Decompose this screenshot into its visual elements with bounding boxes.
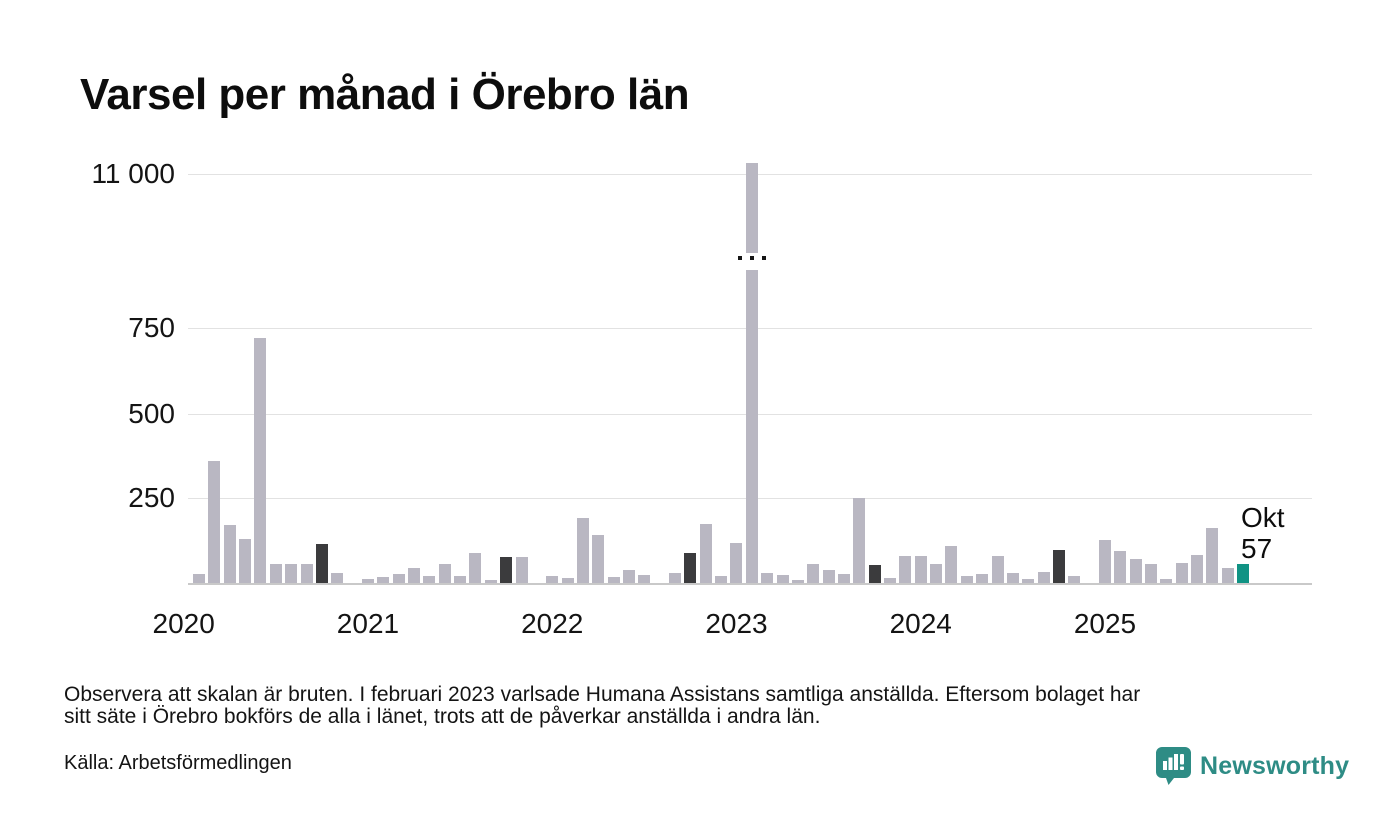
- footnote-line-2: sitt säte i Örebro bokförs de alla i län…: [64, 705, 821, 728]
- bar: [1052, 550, 1065, 583]
- scale-break-dots: [737, 256, 742, 260]
- bar: [945, 546, 958, 583]
- bar-broken-upper: [745, 163, 758, 253]
- x-tick-2021: 2021: [336, 608, 400, 639]
- page-title: Varsel per månad i Örebro län: [80, 70, 690, 119]
- bar: [392, 574, 405, 583]
- x-axis-baseline: [188, 583, 1312, 585]
- bar: [1191, 555, 1204, 583]
- newsworthy-logo: Newsworthy: [1155, 746, 1349, 786]
- bar: [1006, 573, 1019, 583]
- bar: [1160, 579, 1173, 583]
- bar: [776, 575, 789, 583]
- bar: [438, 564, 451, 583]
- bar: [638, 575, 651, 583]
- bar: [730, 543, 743, 583]
- bar: [269, 564, 282, 583]
- bar: [1099, 540, 1111, 583]
- bar: [884, 578, 897, 583]
- source-credit: Källa: Arbetsförmedlingen: [64, 752, 292, 774]
- current-bar-month: Okt: [1241, 502, 1285, 533]
- bar: [930, 564, 943, 583]
- bar: [1175, 563, 1188, 583]
- bar: [1206, 528, 1219, 583]
- bar: [469, 553, 482, 583]
- bar: [607, 577, 620, 583]
- bar: [423, 576, 436, 583]
- bar: [868, 565, 881, 583]
- x-tick-2024: 2024: [889, 608, 952, 639]
- bar: [315, 544, 328, 583]
- bar: [699, 524, 712, 583]
- bar: [561, 578, 574, 583]
- bar: [285, 564, 298, 583]
- bar: [853, 498, 866, 583]
- bar: [1022, 579, 1035, 583]
- y-tick-500: 500: [128, 398, 175, 429]
- bar: [208, 461, 221, 583]
- bar: [1221, 568, 1234, 583]
- bar: [761, 573, 774, 583]
- bar: [991, 556, 1004, 583]
- x-tick-2025: 2025: [1073, 608, 1137, 639]
- bar: [592, 535, 605, 583]
- y-tick-750: 750: [128, 312, 175, 343]
- bar: [300, 564, 313, 583]
- bar: [822, 570, 835, 583]
- bar-broken-lower: [745, 270, 758, 583]
- bar: [239, 539, 252, 583]
- bar: [576, 518, 589, 583]
- x-tick-2020: 2020: [152, 608, 215, 639]
- bar: [669, 573, 682, 583]
- bar: [976, 574, 989, 583]
- bar: [914, 556, 927, 583]
- bar: [899, 556, 912, 583]
- bar: [1068, 576, 1081, 583]
- bar: [1129, 559, 1142, 583]
- bar: [837, 574, 850, 583]
- bar: [361, 579, 374, 583]
- newsworthy-wordmark: Newsworthy: [1200, 751, 1350, 780]
- bar: [1114, 551, 1127, 583]
- bar: [684, 553, 697, 583]
- x-tick-2022: 2022: [521, 608, 584, 639]
- bar: [960, 576, 973, 583]
- bar: [546, 576, 559, 583]
- bar: [807, 564, 820, 583]
- bar: [254, 338, 267, 583]
- bar: [500, 557, 513, 583]
- bar: [715, 576, 728, 583]
- bar: [1237, 564, 1250, 583]
- footnote-line-1: Observera att skalan är bruten. I februa…: [64, 683, 1141, 706]
- bar: [193, 574, 206, 583]
- scale-break-dots: [761, 256, 766, 260]
- bar: [484, 580, 497, 583]
- bar: [223, 525, 236, 583]
- bar: [408, 568, 421, 583]
- x-tick-2023: 2023: [705, 608, 768, 639]
- bar: [1037, 572, 1050, 583]
- current-bar-value: 57: [1241, 533, 1273, 564]
- bar: [622, 570, 635, 583]
- bar: [377, 577, 390, 583]
- bar: [791, 580, 804, 583]
- bar: [454, 576, 467, 583]
- y-tick-11000: 11 000: [91, 158, 175, 189]
- current-bar-label: Okt 57: [1241, 502, 1285, 564]
- newsworthy-icon: [1156, 747, 1191, 785]
- bar: [1145, 564, 1158, 583]
- y-tick-250: 250: [128, 482, 175, 513]
- bar: [515, 557, 528, 583]
- bar: [331, 573, 344, 583]
- scale-break-dots: [749, 256, 754, 260]
